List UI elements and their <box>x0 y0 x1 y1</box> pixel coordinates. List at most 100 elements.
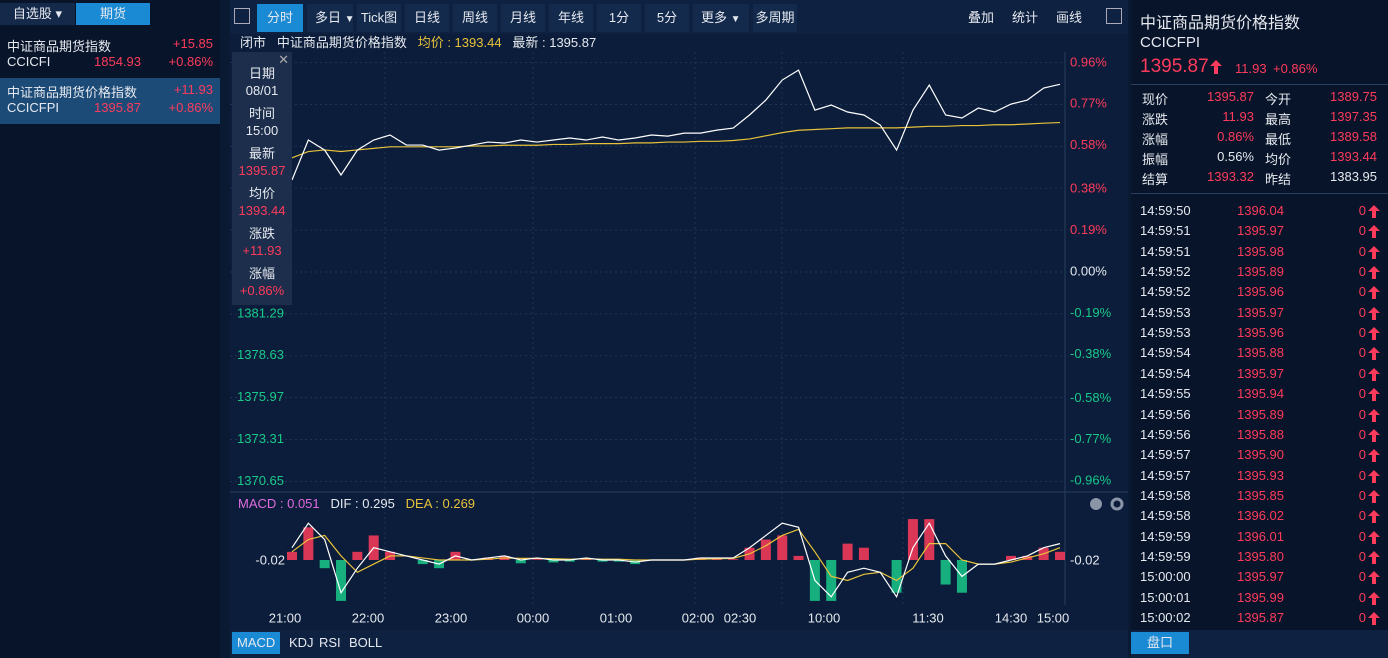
stat-value: 0.86% <box>1217 129 1254 144</box>
tick-volume: 0 <box>1358 508 1366 524</box>
toolbar-button[interactable]: 画线 <box>1055 10 1082 25</box>
y2-tick-label: -0.19% <box>1070 305 1112 320</box>
tooltip-label: 涨跌 <box>248 226 275 241</box>
tick-time: 14:59:50 <box>1140 203 1191 218</box>
caret: ▼ <box>730 14 741 25</box>
tick-time: 15:00:01 <box>1140 589 1191 605</box>
macd-bar <box>515 560 526 564</box>
indicator-tab[interactable]: RSI <box>319 635 341 650</box>
toolbar-button[interactable]: 周线 <box>453 4 497 32</box>
macd-bar <box>940 560 951 585</box>
tick-volume: 0 <box>1358 264 1366 280</box>
toolbar-button[interactable]: 5分 <box>645 4 689 32</box>
tick-time: 14:59:54 <box>1140 365 1191 381</box>
tab-active[interactable]: 期货 <box>76 3 150 25</box>
stat-value: 1389.75 <box>1330 89 1377 104</box>
macd-bar <box>858 547 869 560</box>
indicator-tab[interactable]: BOLL <box>349 635 383 650</box>
macd-header: MACD : 0.051 DIF : 0.295 DEA : 0.269 <box>238 496 475 512</box>
toolbar-button[interactable]: 年线 <box>549 4 593 32</box>
up-arrow <box>1368 530 1380 544</box>
tick-time: 14:59:53 <box>1140 325 1191 341</box>
up-arrow <box>1368 388 1380 402</box>
toolbar-button[interactable]: 日线 <box>405 4 449 32</box>
price: 1395.87 <box>94 100 141 115</box>
stat-label: 现价 <box>1142 92 1169 107</box>
tick-price: 1395.97 <box>1237 365 1284 381</box>
up-arrow <box>1368 367 1380 381</box>
x-tick-label: 10:00 <box>808 610 841 625</box>
name: 中证商品期货价格指数 <box>276 35 407 50</box>
close-icon[interactable] <box>1090 498 1102 510</box>
toolbar-button[interactable]: 统计 <box>1011 10 1038 25</box>
toolbar-button[interactable]: 月线 <box>501 4 545 32</box>
toolbar-button[interactable]: 更多 ▼ <box>693 4 749 32</box>
up-arrow <box>1368 286 1380 300</box>
toolbar-button[interactable]: Tick图 <box>357 4 401 32</box>
tick-volume: 0 <box>1358 589 1366 605</box>
macd-bar <box>1005 555 1016 560</box>
code: CCICFPI <box>7 100 59 115</box>
toolbar-button[interactable]: 多日 ▼ <box>307 4 355 32</box>
up-arrow <box>1368 327 1380 341</box>
y-tick-label: 1381.29 <box>237 305 284 320</box>
toolbar-button[interactable]: 1分 <box>597 4 641 32</box>
tick-price: 1396.04 <box>1237 203 1284 218</box>
status: 闭市 <box>240 35 267 50</box>
tooltip-close[interactable]: ✕ <box>278 52 289 67</box>
y2-tick-label: 0.58% <box>1070 137 1107 152</box>
macd-bar <box>728 559 739 560</box>
tick-volume: 0 <box>1358 447 1366 463</box>
panel-toggle[interactable] <box>234 8 250 24</box>
watch-row[interactable]: 中证商品期货价格指数 +11.93 CCICFPI 1395.87 +0.86% <box>0 78 220 124</box>
tick-volume: 0 <box>1358 406 1366 422</box>
settings-icon[interactable] <box>1110 497 1124 511</box>
toolbar-button[interactable]: 分时 <box>257 4 303 32</box>
macd-bar <box>417 560 428 565</box>
tick-time: 14:59:52 <box>1140 264 1191 280</box>
up-arrow <box>1368 489 1380 503</box>
x-tick-label: 15:00 <box>1037 610 1070 625</box>
tick-time: 14:59:59 <box>1140 528 1191 544</box>
tick-volume: 0 <box>1358 304 1366 320</box>
chart-panel: 分时 多日 ▼ Tick图 日线 周线 月线 年线 1分 5分 更多 ▼ 多周期 叠加 统计 画线 闭市 … <box>230 0 1128 658</box>
stat-value: 1383.95 <box>1330 169 1377 184</box>
up-arrow <box>1368 612 1380 625</box>
y-tick-label: 1375.97 <box>237 389 284 404</box>
tick-volume: 0 <box>1358 223 1366 239</box>
tick-price: 1395.99 <box>1237 589 1284 605</box>
panel-toggle[interactable] <box>1106 8 1122 24</box>
stat-label: 结算 <box>1142 172 1169 187</box>
tick-time: 14:59:56 <box>1140 426 1191 442</box>
macd-bar <box>548 560 559 563</box>
tooltip-value: 1395.87 <box>238 163 286 178</box>
name: 中证商品期货价格指数 <box>7 85 138 100</box>
watch-row[interactable]: 中证商品期货指数 +15.85 CCICFI 1854.93 +0.86% <box>0 32 220 78</box>
macd-bar <box>597 560 608 562</box>
tab-active[interactable]: 盘口 <box>1131 632 1189 654</box>
x-tick-label: 21:00 <box>269 610 302 625</box>
toolbar-button[interactable]: 多周期 <box>753 4 797 32</box>
code: CCICFI <box>7 54 51 69</box>
up-arrow <box>1368 408 1380 422</box>
tick-price: 1395.98 <box>1237 243 1284 259</box>
indicator-tab[interactable]: MACD <box>232 632 281 654</box>
macd-tick-label: -0.02 <box>1070 552 1100 567</box>
up-arrow <box>1368 449 1380 463</box>
tick-time: 14:59:51 <box>1140 223 1191 239</box>
tooltip-label: 均价 <box>248 186 275 201</box>
tab[interactable]: 自选股 ▾ <box>0 3 75 25</box>
quote-panel: 中证商品期货价格指数 CCICFPI 1395.87 11.93 +0.86% … <box>1131 0 1388 658</box>
macd-bar <box>826 560 837 601</box>
tick-price: 1395.89 <box>1237 264 1284 280</box>
toolbar-button[interactable]: 叠加 <box>967 10 994 25</box>
tick-price: 1395.87 <box>1237 610 1284 625</box>
tick-price: 1395.85 <box>1237 487 1284 503</box>
stat-value: 11.93 <box>1222 109 1254 124</box>
tick-price: 1395.96 <box>1237 284 1284 300</box>
tooltip-value: 08/01 <box>245 83 279 98</box>
indicator-tab[interactable]: KDJ <box>289 635 314 650</box>
y-tick-label: 1378.63 <box>237 347 284 362</box>
macd-value: MACD : 0.051 <box>238 496 320 511</box>
stat-label: 均价 <box>1265 152 1292 167</box>
